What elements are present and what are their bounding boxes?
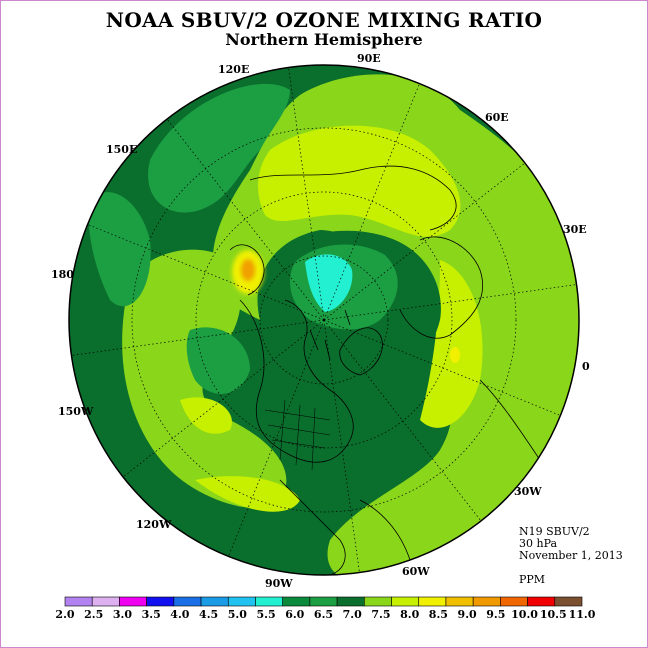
units-label: PPM	[519, 573, 546, 586]
coastline-south-america	[359, 499, 411, 561]
colorbar-tick-label: 10.0	[511, 608, 538, 621]
colorbar-tick-label: 10.5	[539, 608, 567, 621]
coastline-alaska	[229, 244, 265, 296]
coastline-europe-asia	[399, 236, 484, 339]
meridian-label-0: 0	[582, 360, 590, 373]
meridian-label-60e: 60E	[485, 111, 509, 124]
colorbar-tick-label: 8.0	[400, 608, 420, 621]
colorbar-tick-label: 2.5	[84, 608, 104, 621]
meridian-label-180: 180	[51, 268, 74, 281]
contour-band-medium-green	[88, 192, 151, 307]
colorbar-tick-label: 5.0	[227, 608, 247, 621]
coastline-asia	[249, 165, 457, 231]
colorbar-tick-label: 7.0	[342, 608, 362, 621]
meridian-label-90e: 90E	[357, 52, 381, 65]
colorbar-tick-label: 3.0	[112, 608, 133, 621]
pressure-level-label: 30 hPa	[519, 537, 558, 550]
contour-band-cyan	[305, 254, 353, 312]
contour-band-medium-green	[186, 327, 250, 394]
contour-band-light-green	[148, 83, 290, 213]
contour-band-lime	[420, 260, 483, 428]
colorbar-tick-label: 6.0	[285, 608, 305, 621]
colorbar-tick-label: 5.5	[256, 608, 276, 621]
meridian-label-150w: 150W	[58, 405, 94, 418]
meridian-line	[323, 162, 526, 321]
latitude-circle	[195, 191, 453, 449]
meridian-label-60w: 60W	[402, 565, 430, 578]
meridian-label-150e: 150E	[106, 143, 138, 156]
colorbar-tick-label: 3.5	[141, 608, 161, 621]
meridian-line	[228, 319, 325, 557]
map-title: NOAA SBUV/2 OZONE MIXING RATIO	[105, 8, 543, 32]
meridian-line	[323, 319, 561, 416]
coastline-central-america	[279, 479, 346, 575]
contour-maximum-orange	[241, 259, 255, 281]
meridian-label-90w: 90W	[265, 577, 293, 590]
meridian-line	[87, 224, 325, 321]
colorbar-tick-label: 9.5	[486, 608, 506, 621]
map-boundary	[68, 64, 580, 576]
meridian-line	[288, 67, 325, 321]
map-subtitle: Northern Hemisphere	[225, 30, 423, 49]
instrument-label: N19 SBUV/2	[519, 525, 590, 538]
meridian-line	[323, 319, 482, 522]
date-label: November 1, 2013	[519, 549, 623, 562]
colorbar-tick-label: 4.0	[170, 608, 190, 621]
contour-band-light-green	[122, 249, 287, 509]
colorbar-tick-label: 9.0	[457, 608, 477, 621]
state-boundaries	[264, 399, 331, 471]
meridian-label-30e: 30E	[563, 223, 587, 236]
meridian-line	[71, 319, 325, 356]
meridian-line	[323, 83, 420, 321]
meridian-label-30w: 30W	[514, 485, 542, 498]
meridian-line	[166, 118, 325, 321]
meridian-label-120w: 120W	[136, 518, 172, 531]
coastline-greenland	[339, 327, 383, 376]
meridian-line	[122, 319, 325, 478]
colorbar-tick-label: 7.5	[371, 608, 391, 621]
colorbar-tick-label: 2.0	[55, 608, 75, 621]
colorbar-tick-label: 6.5	[313, 608, 334, 621]
latitude-circle	[259, 255, 389, 385]
ozone-contours	[69, 65, 579, 575]
coastline-africa	[479, 379, 541, 461]
contour-maximum-yellow	[450, 347, 460, 363]
meridian-lines	[71, 67, 577, 573]
colorbar-tick-label: 11.0	[568, 608, 596, 621]
colorbar-tick-label: 8.5	[428, 608, 448, 621]
contour-band-lime	[195, 476, 300, 512]
graticule	[71, 67, 577, 573]
meridian-label-120e: 120E	[218, 63, 250, 76]
latitude-circle	[131, 127, 517, 513]
meridian-line	[323, 319, 360, 573]
political-boundaries	[264, 399, 331, 471]
contour-band-lime	[180, 397, 232, 434]
colorbar-tick-label: 4.5	[199, 608, 219, 621]
coastline-north-america	[239, 299, 354, 463]
coastlines	[229, 165, 541, 575]
meridian-line	[323, 284, 577, 321]
